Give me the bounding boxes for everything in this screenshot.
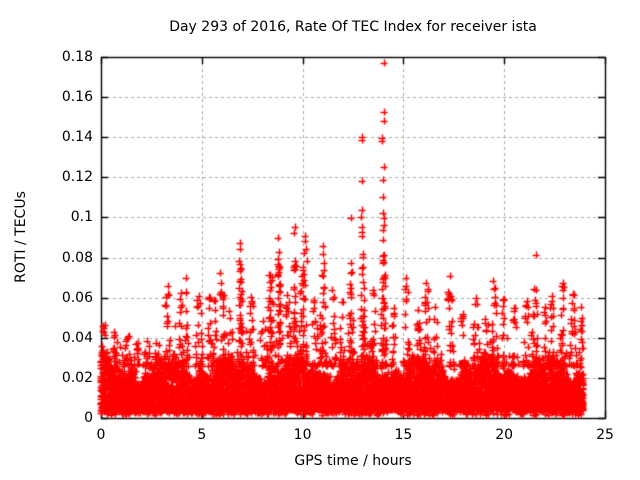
y-tick-label: 0.08: [61, 249, 93, 266]
x-tick-label: 10: [293, 427, 312, 443]
y-tick-label: 0.14: [61, 129, 93, 146]
x-tick-label: 15: [394, 427, 413, 443]
y-tick-label: 0.1: [70, 209, 93, 226]
y-tick-label: 0.06: [61, 289, 93, 306]
x-tick-label: 25: [596, 427, 614, 443]
x-tick-label: 0: [96, 427, 106, 443]
x-tick-label: 5: [197, 427, 207, 443]
y-tick-label: 0.12: [61, 169, 93, 186]
chart-title: Day 293 of 2016, Rate Of TEC Index for r…: [169, 19, 537, 35]
y-tick-label: 0: [84, 410, 93, 426]
y-tick-label: 0.04: [61, 329, 93, 346]
y-tick-label: 0.02: [61, 369, 93, 386]
y-axis-label: ROTI / TECUs: [13, 191, 29, 283]
y-tick-label: 0.18: [61, 49, 93, 65]
x-tick-label: 20: [495, 427, 514, 443]
x-axis-label: GPS time / hours: [294, 453, 412, 469]
y-tick-label: 0.16: [61, 89, 93, 106]
